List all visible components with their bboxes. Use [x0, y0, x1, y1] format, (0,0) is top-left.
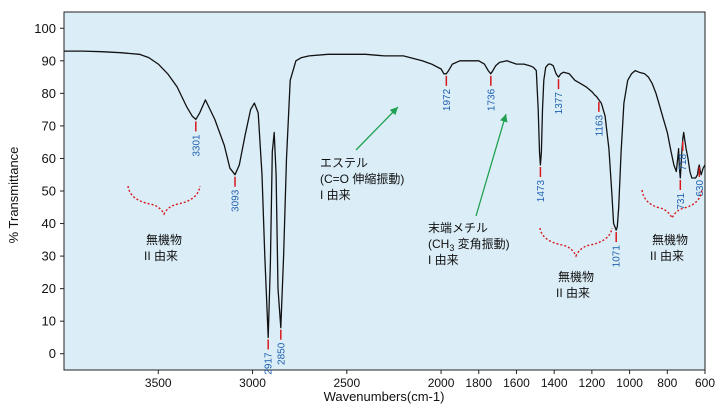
plot-area: [63, 11, 706, 371]
annotation-methyl-2-pre: (CH: [428, 237, 449, 251]
annotation-methyl-1: 末端メチル: [428, 221, 488, 235]
x-tick-label: 1200: [579, 376, 606, 390]
y-tick-label: 20: [42, 281, 56, 296]
spectrum-line: [64, 50, 706, 339]
x-tick-label: 1800: [465, 376, 492, 390]
peak-label: 1473: [536, 180, 547, 203]
peak-label: 1377: [554, 92, 565, 115]
peak-label: 731: [676, 193, 687, 210]
y-axis-ticks: 0 10 20 30 40 50 60 70 80 90 100: [34, 21, 64, 361]
peak-label: 3301: [191, 134, 202, 157]
x-tick-label: 1000: [616, 376, 643, 390]
annotation-inorganic-a-1: 無機物: [146, 232, 182, 247]
annotation-ester-1: エステル: [320, 156, 368, 170]
annotation-methyl-2: (CH3 変角振動): [428, 236, 510, 253]
arrow-ester: [355, 106, 399, 151]
x-tick-label: 1400: [541, 376, 568, 390]
annotation-ester-2: (C=O 伸縮振動): [320, 171, 404, 186]
annotation-ester-3: I 由来: [320, 188, 351, 202]
peak-label: 630: [695, 180, 706, 197]
y-tick-label: 40: [42, 216, 56, 231]
annotation-inorganic-b-1: 無機物: [558, 269, 594, 284]
y-tick-label: 30: [42, 249, 56, 264]
x-tick-label: 2000: [428, 376, 455, 390]
x-axis-title: Wavenumbers(cm-1): [324, 389, 445, 404]
peak-label: 718: [678, 153, 689, 170]
x-tick-label: 3500: [145, 376, 172, 390]
x-tick-label: 1600: [503, 376, 530, 390]
peak-label: 2917: [264, 352, 275, 375]
peak-label: 1736: [486, 88, 497, 111]
y-tick-label: 0: [49, 346, 56, 361]
y-tick-label: 70: [42, 118, 56, 133]
peak-label: 1972: [442, 88, 453, 111]
y-axis-title: % Transmittance: [6, 147, 21, 244]
annotation-inorganic-c-2: II 由来: [650, 249, 684, 263]
brace-inorganic-left: [127, 185, 201, 216]
y-tick-label: 80: [42, 86, 56, 101]
x-axis-ticks: 3500 3000 2500 2000 1800 1600 1400 1200 1000 800 6…: [145, 370, 715, 390]
peak-markers: 3301 3093 2917 2850 1972 1736 1473 1377 1163 1071…: [191, 75, 706, 375]
x-tick-label: 600: [695, 376, 715, 390]
x-tick-label: 2500: [333, 376, 360, 390]
arrow-methyl: [475, 113, 508, 217]
y-tick-label: 50: [42, 184, 56, 199]
y-tick-label: 60: [42, 151, 56, 166]
x-tick-label: 800: [657, 376, 677, 390]
annotation-inorganic-c-1: 無機物: [652, 232, 688, 247]
y-tick-label: 100: [34, 21, 56, 36]
brace-inorganic-middle: [539, 227, 613, 258]
y-tick-label: 10: [42, 314, 56, 329]
x-tick-label: 3000: [239, 376, 266, 390]
peak-label: 2850: [276, 342, 287, 365]
peak-label: 1163: [594, 114, 605, 136]
annotation-methyl-3: I 由来: [428, 253, 459, 267]
peak-label: 3093: [230, 189, 241, 212]
annotation-methyl-2-sub: 3: [449, 243, 454, 253]
annotation-inorganic-a-2: II 由来: [144, 249, 178, 263]
annotation-methyl-2-post: 変角振動): [454, 236, 509, 251]
annotation-inorganic-b-2: II 由来: [556, 286, 590, 300]
peak-label: 1071: [612, 245, 623, 268]
y-tick-label: 90: [42, 53, 56, 68]
